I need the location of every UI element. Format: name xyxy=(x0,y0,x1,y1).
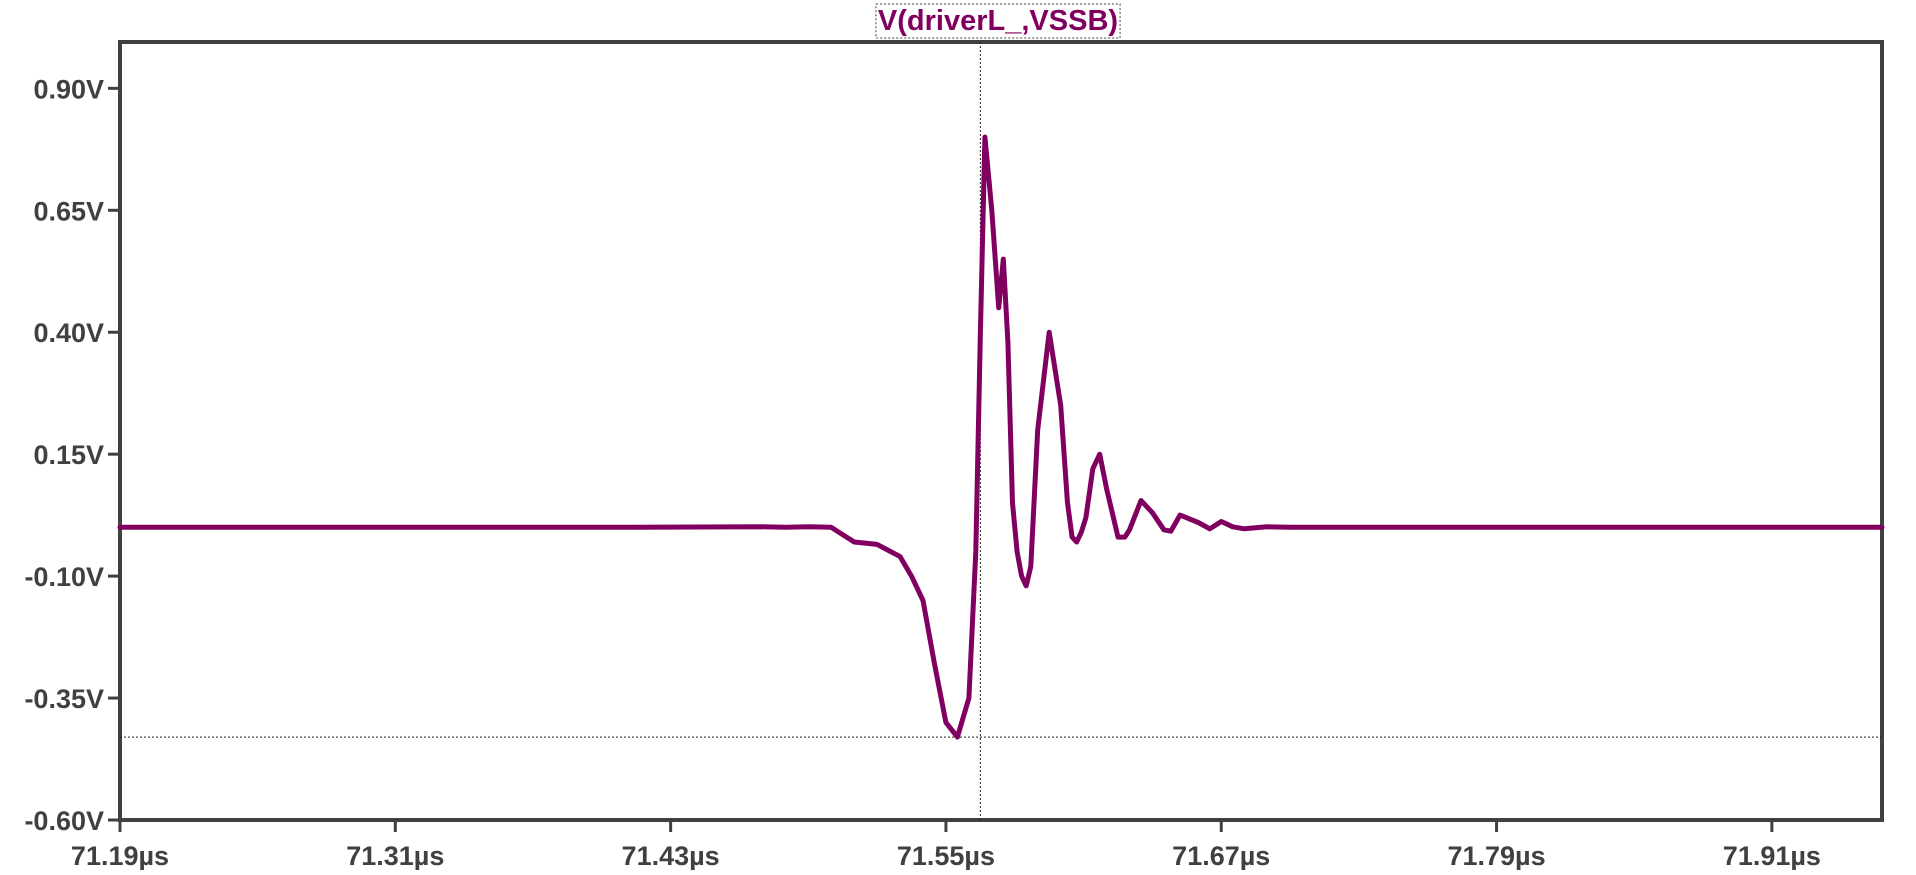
x-tick-label: 71.43µs xyxy=(622,841,720,870)
y-tick-label: -0.35V xyxy=(24,684,104,714)
y-tick-label: -0.60V xyxy=(24,806,104,836)
trace-label-text: V(driverL_,VSSB) xyxy=(878,5,1118,37)
x-axis: 71.19µs 71.31µs 71.43µs 71.55µs 71.67µs 71.79… xyxy=(71,820,1821,871)
y-tick-label: 0.15V xyxy=(33,440,104,470)
x-tick-label: 71.55µs xyxy=(897,841,995,870)
trace-label[interactable]: V(driverL_,VSSB) xyxy=(875,3,1121,39)
plot-frame xyxy=(118,40,1884,822)
y-axis: 0.90V 0.65V 0.40V 0.15V -0.10V -0.35V -0.60V xyxy=(24,74,120,836)
y-tick-label: 0.65V xyxy=(33,196,104,226)
x-tick-label: 71.79µs xyxy=(1447,841,1545,870)
trace-label-box xyxy=(875,3,1121,39)
y-tick-label: -0.10V xyxy=(24,562,104,592)
x-tick-label: 71.19µs xyxy=(71,841,169,870)
y-tick-label: 0.90V xyxy=(33,74,104,104)
trace-line[interactable] xyxy=(117,134,1885,740)
y-tick-label: 0.40V xyxy=(33,318,104,348)
x-tick-label: 71.91µs xyxy=(1723,841,1821,870)
x-tick-label: 71.31µs xyxy=(346,841,444,870)
x-tick-label: 71.67µs xyxy=(1172,841,1270,870)
